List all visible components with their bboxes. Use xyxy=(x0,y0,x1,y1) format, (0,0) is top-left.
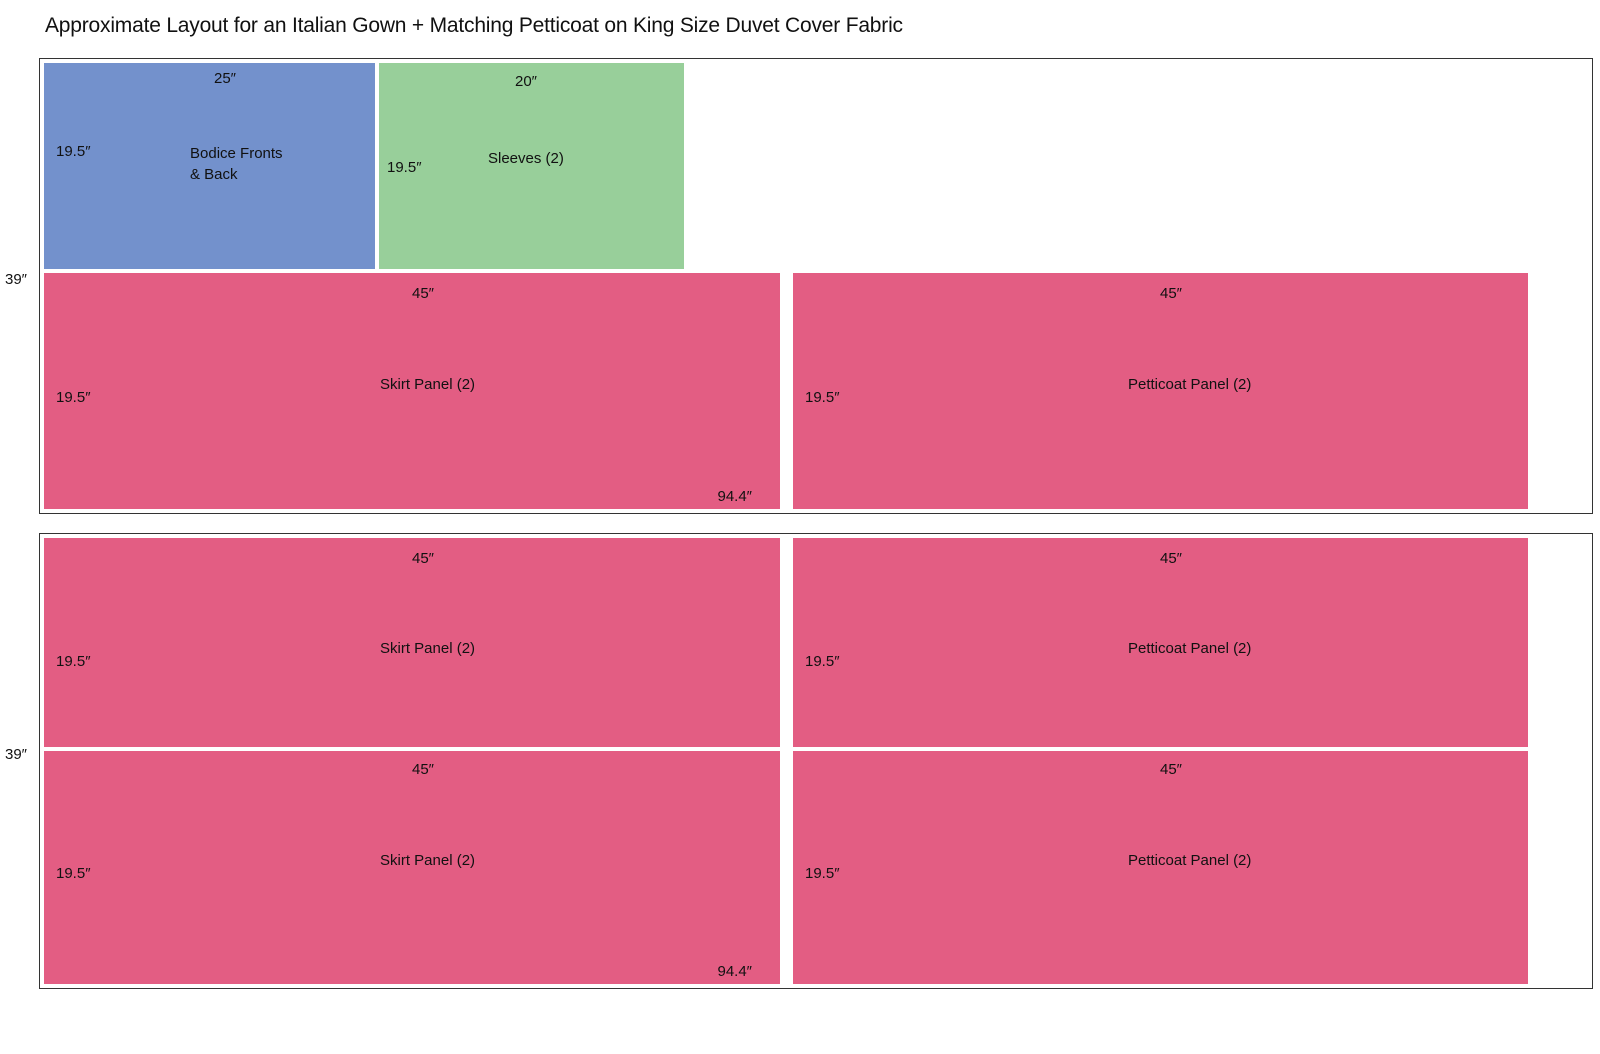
skirt-panel-piece: 45″ 19.5″ Skirt Panel (2) 94.4″ xyxy=(44,273,780,509)
petticoat-panel-piece: 45″ 19.5″ Petticoat Panel (2) xyxy=(793,273,1528,509)
bodice-height-label: 19.5″ xyxy=(56,143,91,160)
skirt-panel-height-label: 19.5″ xyxy=(56,389,91,406)
petticoat-panel-height-label: 19.5″ xyxy=(805,653,840,670)
skirt-panel-width-label: 45″ xyxy=(412,761,434,778)
skirt-panel-width-label: 45″ xyxy=(412,550,434,567)
skirt-panel-name-label: Skirt Panel (2) xyxy=(380,852,476,869)
petticoat-panel-name-label: Petticoat Panel (2) xyxy=(1128,640,1252,657)
petticoat-panel-height-label: 19.5″ xyxy=(805,389,840,406)
petticoat-panel-piece: 45″ 19.5″ Petticoat Panel (2) xyxy=(793,538,1528,747)
fabric-height-label-2: 39″ xyxy=(5,746,27,763)
bodice-width-label: 25″ xyxy=(214,70,236,87)
petticoat-panel-name-label: Petticoat Panel (2) xyxy=(1128,852,1252,869)
bodice-piece: 25″ 19.5″ Bodice Fronts & Back xyxy=(44,63,375,269)
skirt-panel-height-label: 19.5″ xyxy=(56,653,91,670)
sleeves-name-label: Sleeves (2) xyxy=(488,150,564,167)
skirt-panel-name-label: Skirt Panel (2) xyxy=(380,640,476,657)
skirt-panel-piece: 45″ 19.5″ Skirt Panel (2) 94.4″ xyxy=(44,751,780,984)
skirt-panel-piece: 45″ 19.5″ Skirt Panel (2) xyxy=(44,538,780,747)
sleeves-height-label: 19.5″ xyxy=(387,159,422,176)
sleeves-width-label: 20″ xyxy=(515,73,537,90)
petticoat-panel-piece: 45″ 19.5″ Petticoat Panel (2) xyxy=(793,751,1528,984)
petticoat-panel-width-label: 45″ xyxy=(1160,550,1182,567)
bodice-name-label: Bodice Fronts & Back xyxy=(190,145,283,183)
skirt-panel-width-label: 45″ xyxy=(412,285,434,302)
fabric-length-label: 94.4″ xyxy=(717,488,752,505)
petticoat-panel-height-label: 19.5″ xyxy=(805,865,840,882)
petticoat-panel-name-label: Petticoat Panel (2) xyxy=(1128,376,1252,393)
fabric-length-label: 94.4″ xyxy=(717,963,752,980)
petticoat-panel-width-label: 45″ xyxy=(1160,285,1182,302)
petticoat-panel-width-label: 45″ xyxy=(1160,761,1182,778)
fabric-height-label-1: 39″ xyxy=(5,271,27,288)
sleeves-piece: 20″ 19.5″ Sleeves (2) xyxy=(379,63,684,269)
skirt-panel-height-label: 19.5″ xyxy=(56,865,91,882)
skirt-panel-name-label: Skirt Panel (2) xyxy=(380,376,476,393)
diagram-title: Approximate Layout for an Italian Gown +… xyxy=(45,14,903,37)
